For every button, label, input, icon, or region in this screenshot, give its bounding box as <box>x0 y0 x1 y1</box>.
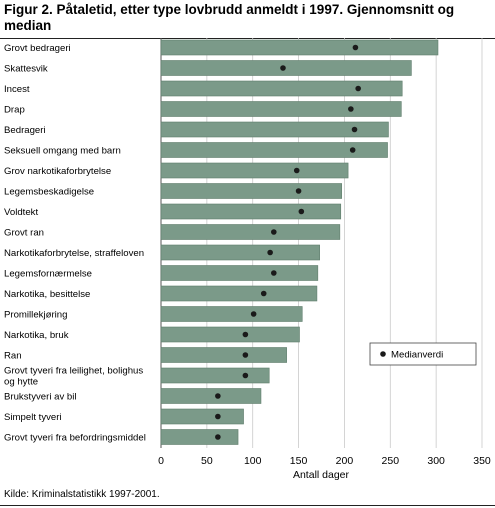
bar <box>160 183 342 199</box>
x-tick-labels: 0 50 100 150 200 250 300 350 <box>158 455 491 467</box>
legend: Medianverdi <box>369 342 477 366</box>
category-label: Drap <box>4 105 25 116</box>
category-label: Grovt tyveri fra befordringsmiddel <box>4 433 146 444</box>
bar <box>160 203 342 220</box>
bar <box>160 224 341 240</box>
bar <box>160 162 349 179</box>
category-label: Seksuell omgang med barn <box>4 146 121 157</box>
category-label: Ran <box>4 351 22 362</box>
x-tick-label: 50 <box>201 455 213 467</box>
x-tick-label: 300 <box>427 455 445 467</box>
median-marker <box>280 65 286 71</box>
median-marker <box>349 147 356 153</box>
category-label: Promillekjøring <box>4 310 67 321</box>
bars <box>160 39 439 445</box>
x-tick-label: 100 <box>244 455 262 467</box>
x-tick-label: 0 <box>158 455 164 467</box>
legend-label: Medianverdi <box>391 350 443 361</box>
category-label: Legemsbeskadigelse <box>4 187 94 198</box>
median-marker <box>351 126 358 133</box>
bar <box>160 367 270 384</box>
bar <box>160 306 303 322</box>
bar <box>160 408 244 425</box>
median-marker <box>242 372 249 379</box>
median-marker <box>352 44 359 51</box>
bar <box>160 388 262 404</box>
category-label: Narkotika, bruk <box>4 330 69 341</box>
category-label: Grovt bedrageri <box>4 43 71 54</box>
x-axis-label: Antall dager <box>293 469 350 481</box>
median-marker <box>267 249 273 256</box>
median-marker <box>293 167 300 174</box>
category-label: Narkotikaforbrytelse, straffeloven <box>4 248 144 259</box>
chart-title: Figur 2. Påtaletid, etter type lovbrudd … <box>4 2 455 33</box>
category-label: Grovt ran <box>4 228 44 239</box>
gridlines <box>160 38 483 448</box>
top-rule <box>0 38 495 39</box>
median-marker <box>271 270 277 276</box>
legend-box <box>369 342 477 366</box>
bar <box>160 326 300 343</box>
median-marker <box>242 352 249 358</box>
bar <box>160 347 287 363</box>
category-label: Brukstyveri av bil <box>4 392 77 403</box>
median-marker <box>355 85 361 92</box>
bar <box>160 39 439 56</box>
bottom-rule <box>0 505 495 506</box>
category-label: Voldtekt <box>4 207 38 218</box>
median-marker <box>295 188 302 194</box>
category-label: Incest <box>4 84 30 95</box>
category-label: Bedrageri <box>4 125 46 136</box>
bar <box>160 121 389 138</box>
bar <box>160 60 412 76</box>
bar <box>160 285 318 302</box>
category-label: Grovt tyveri fra leilighet, bolighus og h… <box>4 366 143 388</box>
median-marker <box>298 208 305 215</box>
x-tick-label: 150 <box>290 455 308 467</box>
median-marker <box>348 106 354 112</box>
median-marker <box>215 393 221 399</box>
category-label: Narkotika, besittelse <box>4 289 90 300</box>
x-tick-label: 200 <box>336 455 354 467</box>
median-marker <box>260 290 267 297</box>
source-note: Kilde: Kriminalstatistikk 1997-2001. <box>4 489 160 500</box>
bar <box>160 265 319 281</box>
category-label: Grov narkotikaforbrytelse <box>4 166 111 177</box>
category-labels: Grovt bedrageri Skattesvik Incest Drap Bedra… <box>4 43 146 444</box>
bar <box>160 244 320 261</box>
median-marker <box>215 434 221 440</box>
bar <box>160 429 239 445</box>
median-marker <box>215 413 221 420</box>
category-label: Skattesvik <box>4 64 48 75</box>
bar <box>160 101 402 117</box>
category-label: Legemsfornærmelse <box>4 269 92 280</box>
bar <box>160 142 388 158</box>
median-marker <box>250 311 257 317</box>
category-label: Simpelt tyveri <box>4 412 62 423</box>
median-marker <box>271 229 277 235</box>
x-tick-label: 350 <box>473 455 491 467</box>
bar <box>160 80 403 97</box>
median-marker <box>242 331 249 338</box>
median-markers <box>215 44 361 440</box>
legend-marker <box>380 351 386 357</box>
x-tick-label: 250 <box>382 455 400 467</box>
